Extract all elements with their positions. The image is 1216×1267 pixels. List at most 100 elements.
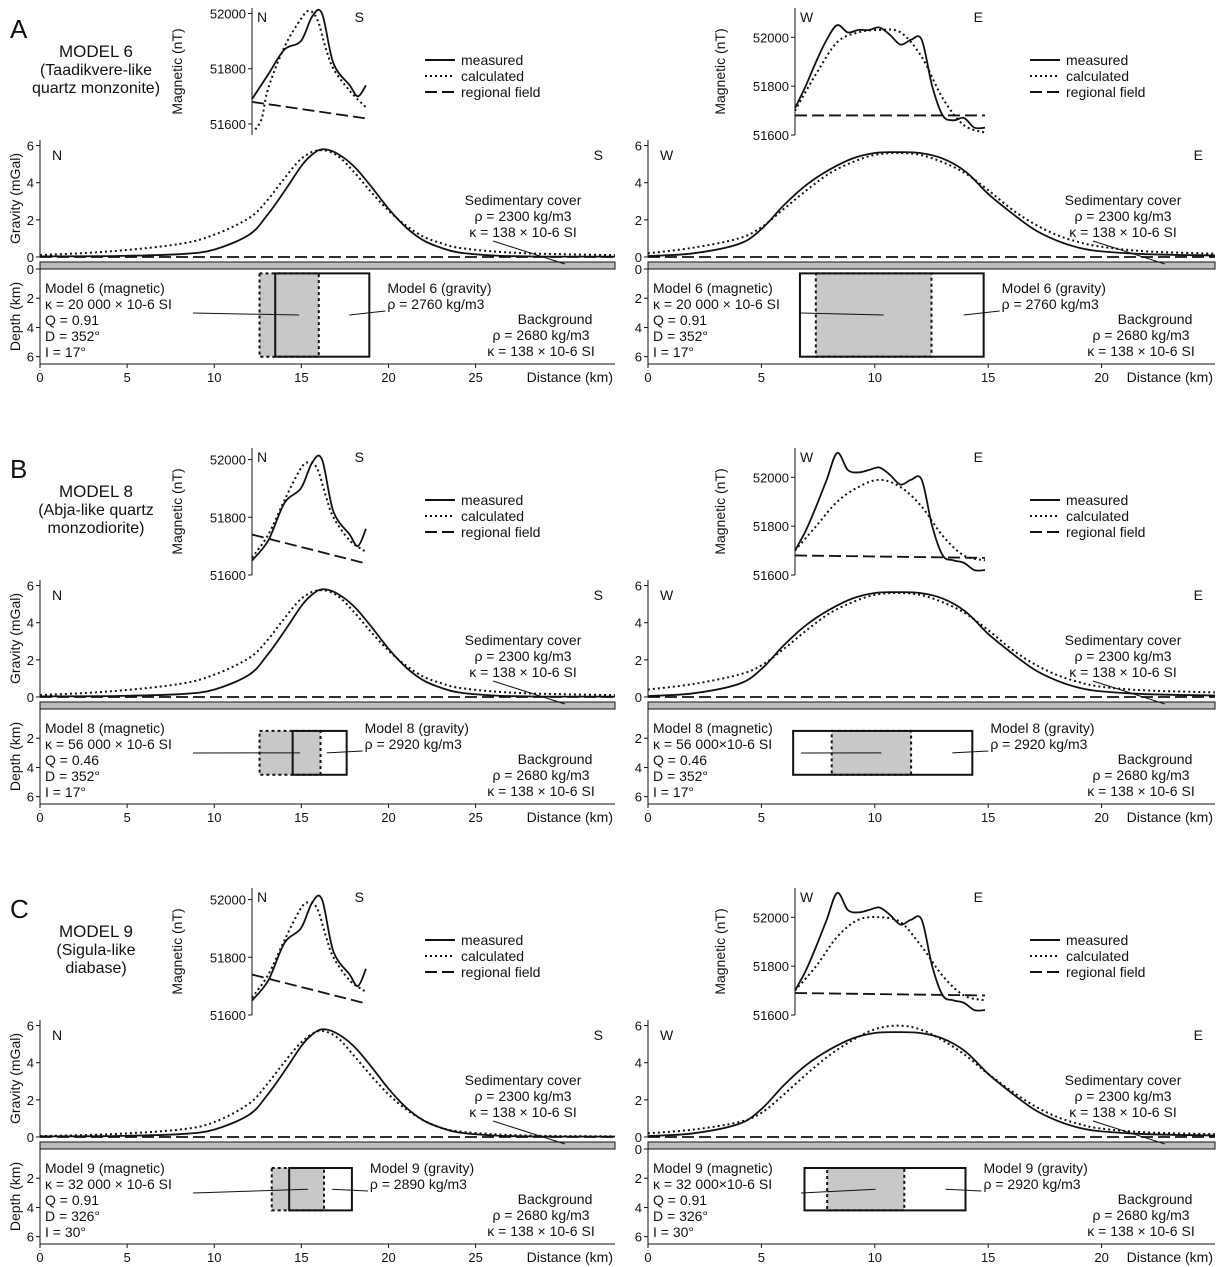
- distance-tick-label: 15: [294, 370, 308, 385]
- background-density: ρ = 2680 kg/m3: [1092, 1207, 1189, 1223]
- background-susceptibility: κ = 138 × 10-6 SI: [1087, 783, 1194, 799]
- magnetic-measured-line: [794, 24, 986, 130]
- magnetic-calculated-line: [794, 916, 986, 1002]
- depth-tick-label: 2: [635, 1171, 642, 1186]
- gravity-model-label: Model 6 (gravity): [387, 280, 491, 296]
- legend-measured-label: measured: [461, 52, 523, 68]
- magnetic-direction-a: W: [800, 449, 814, 465]
- sedimentary-cover-susceptibility: κ = 138 × 10-6 SI: [469, 1104, 576, 1120]
- gravity-tick-label: 4: [27, 1056, 34, 1071]
- magnetic-model-label: I = 17°: [653, 344, 694, 360]
- background-title: Background: [518, 751, 593, 767]
- distance-tick-label: 0: [644, 370, 651, 385]
- sedimentary-cover-density: ρ = 2300 kg/m3: [474, 648, 571, 664]
- magnetic-model-label: κ = 20 000 × 10-6 SI: [653, 296, 780, 312]
- gravity-tick-label: 0: [27, 250, 34, 265]
- legend-measured-label: measured: [1066, 932, 1128, 948]
- model-title-line: (Abja-like quartz: [38, 502, 154, 519]
- depth-tick-label: 4: [27, 1200, 34, 1215]
- distance-axis-label: Distance (km): [1127, 369, 1213, 385]
- row-letter: A: [10, 14, 28, 44]
- magnetic-measured-line: [794, 892, 986, 1012]
- sedimentary-cover-susceptibility: κ = 138 × 10-6 SI: [1069, 664, 1176, 680]
- magnetic-tick-label: 52000: [210, 893, 246, 908]
- magnetic-tick-label: 52000: [753, 470, 789, 485]
- model-title-line: monzodiorite): [48, 520, 145, 537]
- model-title-line: (Sigula-like: [56, 942, 135, 959]
- distance-tick-label: 20: [1094, 1250, 1108, 1265]
- distance-tick-label: 25: [468, 370, 482, 385]
- gravity-tick-label: 6: [635, 1019, 642, 1034]
- gravity-calculated-line: [647, 1024, 1216, 1136]
- magnetic-model-label: Q = 0.91: [653, 1192, 707, 1208]
- magnetic-calculated-line: [794, 28, 986, 134]
- sedimentary-cover-susceptibility: κ = 138 × 10-6 SI: [469, 664, 576, 680]
- gravity-tick-label: 4: [635, 176, 642, 191]
- distance-tick-label: 10: [868, 1250, 882, 1265]
- sedimentary-cover-leader: [492, 240, 566, 265]
- legend-regional-label: regional field: [1066, 84, 1145, 100]
- gravity-model-leader: [963, 310, 1000, 316]
- gravity-tick-label: 0: [27, 1130, 34, 1145]
- distance-axis-label: Distance (km): [527, 809, 613, 825]
- magnetic-tick-label: 51800: [210, 950, 246, 965]
- magnetic-model-label: κ = 56 000×10-6 SI: [653, 736, 772, 752]
- distance-tick-label: 10: [207, 1250, 221, 1265]
- magnetic-regional-line: [251, 533, 367, 565]
- distance-axis-label: Distance (km): [527, 1249, 613, 1265]
- magnetic-model-label: I = 17°: [45, 344, 86, 360]
- direction-label-a: W: [660, 587, 674, 603]
- magnetic-model-label: D = 352°: [653, 328, 708, 344]
- legend-regional-label: regional field: [461, 84, 540, 100]
- sedimentary-cover-leader: [1092, 1120, 1166, 1145]
- magnetic-measured-line: [251, 8, 367, 100]
- magnetic-direction-b: S: [355, 9, 364, 25]
- gravity-tick-label: 4: [27, 616, 34, 631]
- magnetic-model-label: Model 6 (magnetic): [45, 280, 165, 296]
- gravity-model-label: ρ = 2760 kg/m3: [1002, 296, 1099, 312]
- magnetic-model-label: κ = 20 000 × 10-6 SI: [45, 296, 172, 312]
- magnetic-axis-label: Magnetic (nT): [169, 468, 185, 554]
- distance-tick-label: 15: [981, 370, 995, 385]
- model-title-line: diabase): [65, 960, 126, 977]
- background-density: ρ = 2680 kg/m3: [1092, 327, 1189, 343]
- legend-measured-label: measured: [1066, 52, 1128, 68]
- magnetic-model-label: Model 6 (magnetic): [653, 280, 773, 296]
- gravity-tick-label: 4: [635, 616, 642, 631]
- background-susceptibility: κ = 138 × 10-6 SI: [487, 1223, 594, 1239]
- magnetic-regional-line: [794, 554, 986, 559]
- depth-tick-label: 6: [27, 1230, 34, 1245]
- magnetic-calculated-line: [794, 478, 986, 562]
- distance-tick-label: 20: [381, 810, 395, 825]
- depth-tick-label: 2: [27, 291, 34, 306]
- gravity-tick-label: 4: [635, 1056, 642, 1071]
- legend-calculated-label: calculated: [1066, 948, 1129, 964]
- magnetic-axis-label: Magnetic (nT): [712, 908, 728, 994]
- direction-label-a: N: [52, 147, 62, 163]
- background-title: Background: [1118, 311, 1193, 327]
- direction-label-b: E: [1194, 1027, 1203, 1043]
- magnetic-measured-line: [251, 894, 367, 1002]
- sedimentary-cover-band: [647, 261, 1216, 270]
- gravity-model-label: Model 8 (gravity): [365, 720, 469, 736]
- depth-tick-label: 4: [27, 760, 34, 775]
- distance-tick-label: 15: [981, 810, 995, 825]
- gravity-measured-line: [39, 1028, 616, 1138]
- distance-tick-label: 10: [207, 370, 221, 385]
- gravity-tick-label: 6: [635, 139, 642, 154]
- depth-tick-label: 2: [27, 1171, 34, 1186]
- gravity-axis-label: Gravity (mGal): [7, 1033, 23, 1124]
- depth-tick-label: 6: [635, 1230, 642, 1245]
- background-title: Background: [1118, 751, 1193, 767]
- legend-calculated-label: calculated: [461, 68, 524, 84]
- magnetic-axis-label: Magnetic (nT): [169, 908, 185, 994]
- gravity-measured-line: [39, 588, 616, 698]
- distance-axis-label: Distance (km): [1127, 809, 1213, 825]
- magnetic-axis-label: Magnetic (nT): [169, 28, 185, 114]
- magnetic-tick-label: 51800: [753, 959, 789, 974]
- gravity-model-label: ρ = 2890 kg/m3: [370, 1176, 467, 1192]
- magnetic-model-leader: [800, 1188, 876, 1194]
- magnetic-model-label: Q = 0.91: [653, 312, 707, 328]
